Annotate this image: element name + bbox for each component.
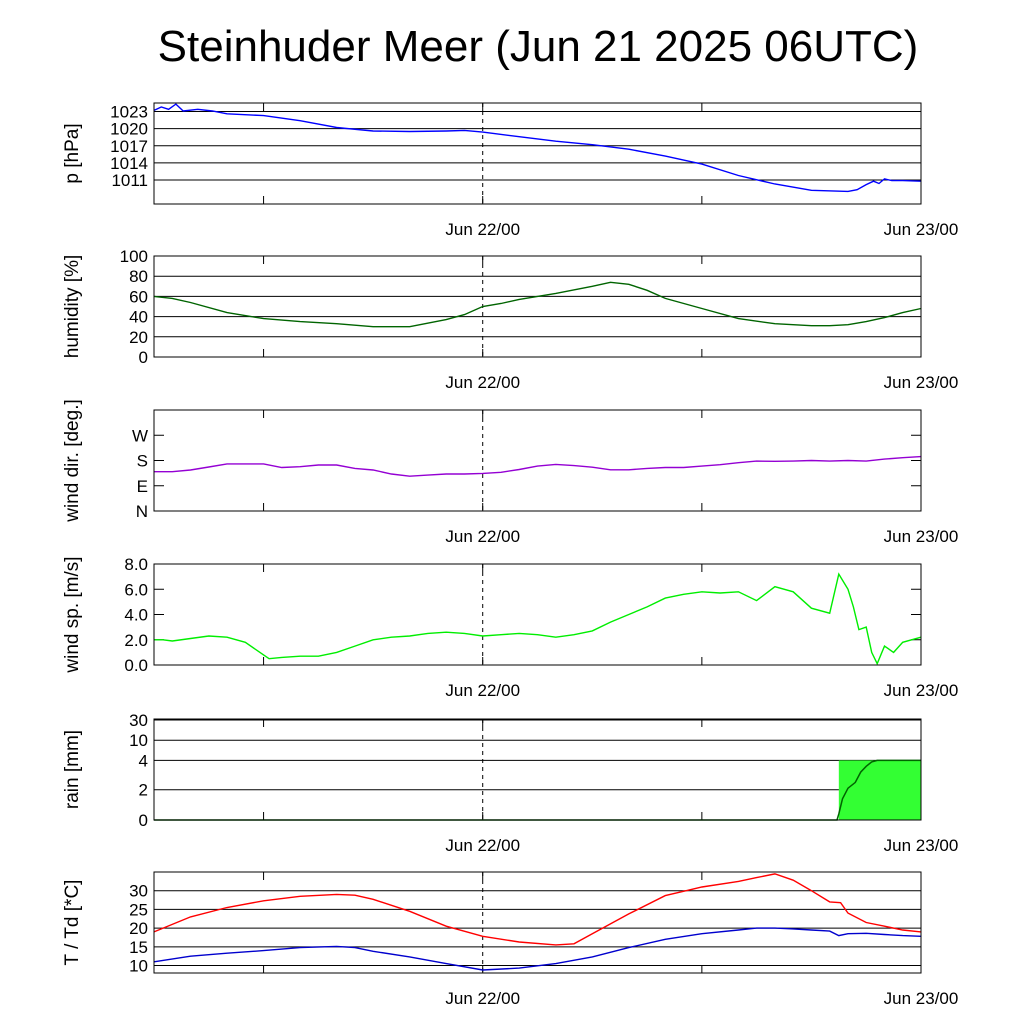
y-tick-label: 60	[129, 287, 148, 306]
series-line-5-1	[153, 927, 922, 971]
plot-frame	[153, 871, 922, 974]
series-line-3-0	[154, 572, 922, 666]
y-tick-label: 100	[120, 247, 148, 266]
y-tick-label: 40	[129, 308, 148, 327]
y-tick-label: 1017	[110, 137, 148, 156]
y-tick-label: 20	[129, 328, 148, 347]
y-tick-label: E	[137, 477, 148, 496]
y-tick-label: 0	[139, 811, 148, 830]
x-tick-label: Jun 23/00	[884, 989, 959, 1008]
y-tick-label: 20	[129, 919, 148, 938]
plot-frame	[153, 255, 922, 358]
y-tick-label: 1011	[111, 171, 148, 190]
y-tick-label: 10	[129, 957, 148, 976]
y-tick-label: 1014	[110, 154, 148, 173]
x-tick-label: Jun 22/00	[445, 989, 520, 1008]
plot-frame	[153, 563, 922, 666]
y-axis-label: wind dir. [deg.]	[62, 399, 83, 523]
y-tick-label: 15	[129, 938, 148, 957]
rain-series-line	[154, 759, 921, 821]
y-tick-label: 80	[129, 267, 148, 286]
rain-fill	[838, 760, 921, 820]
y-axis-label: humidity [%]	[62, 255, 83, 358]
y-axis-label: T / Td [*C]	[62, 880, 83, 966]
y-tick-label: 1023	[110, 103, 148, 122]
x-tick-label: Jun 23/00	[884, 527, 959, 546]
x-tick-label: Jun 22/00	[445, 220, 520, 239]
y-tick-label: 0	[139, 348, 148, 367]
x-tick-label: Jun 22/00	[445, 836, 520, 855]
series-line-0-0	[153, 103, 922, 193]
y-tick-label: 30	[129, 882, 148, 901]
x-tick-label: Jun 22/00	[445, 527, 520, 546]
y-tick-label: 30	[129, 711, 148, 730]
y-tick-label: 1020	[110, 120, 148, 139]
x-tick-label: Jun 23/00	[884, 220, 959, 239]
plot-frame	[153, 409, 922, 512]
y-tick-label: 8.0	[124, 555, 148, 574]
page-title: Steinhuder Meer (Jun 21 2025 06UTC)	[157, 22, 919, 71]
y-tick-label: 0.0	[124, 656, 148, 675]
plot-frame	[153, 102, 922, 205]
y-axis-label: wind sp. [m/s]	[62, 556, 83, 673]
y-tick-label: 2	[139, 781, 148, 800]
x-tick-label: Jun 23/00	[884, 373, 959, 392]
series-line-1-0	[153, 281, 922, 328]
y-tick-label: 25	[129, 900, 148, 919]
x-tick-label: Jun 23/00	[884, 836, 959, 855]
plot-frame	[153, 718, 922, 821]
y-tick-label: N	[136, 502, 148, 521]
y-tick-label: 2.0	[124, 631, 148, 650]
y-tick-label: 10	[129, 731, 148, 750]
series-line-2-0	[154, 455, 922, 477]
y-tick-label: 4.0	[124, 606, 148, 625]
y-axis-label: p [hPa]	[62, 123, 83, 183]
y-tick-label: S	[137, 452, 148, 471]
y-axis-label: rain [mm]	[62, 730, 83, 809]
y-tick-label: 6.0	[124, 580, 148, 599]
x-tick-label: Jun 22/00	[445, 681, 520, 700]
series-line-5-0	[153, 873, 922, 946]
y-tick-label: W	[132, 426, 148, 445]
x-tick-label: Jun 23/00	[884, 681, 959, 700]
x-tick-label: Jun 22/00	[445, 373, 520, 392]
y-tick-label: 4	[139, 751, 148, 770]
